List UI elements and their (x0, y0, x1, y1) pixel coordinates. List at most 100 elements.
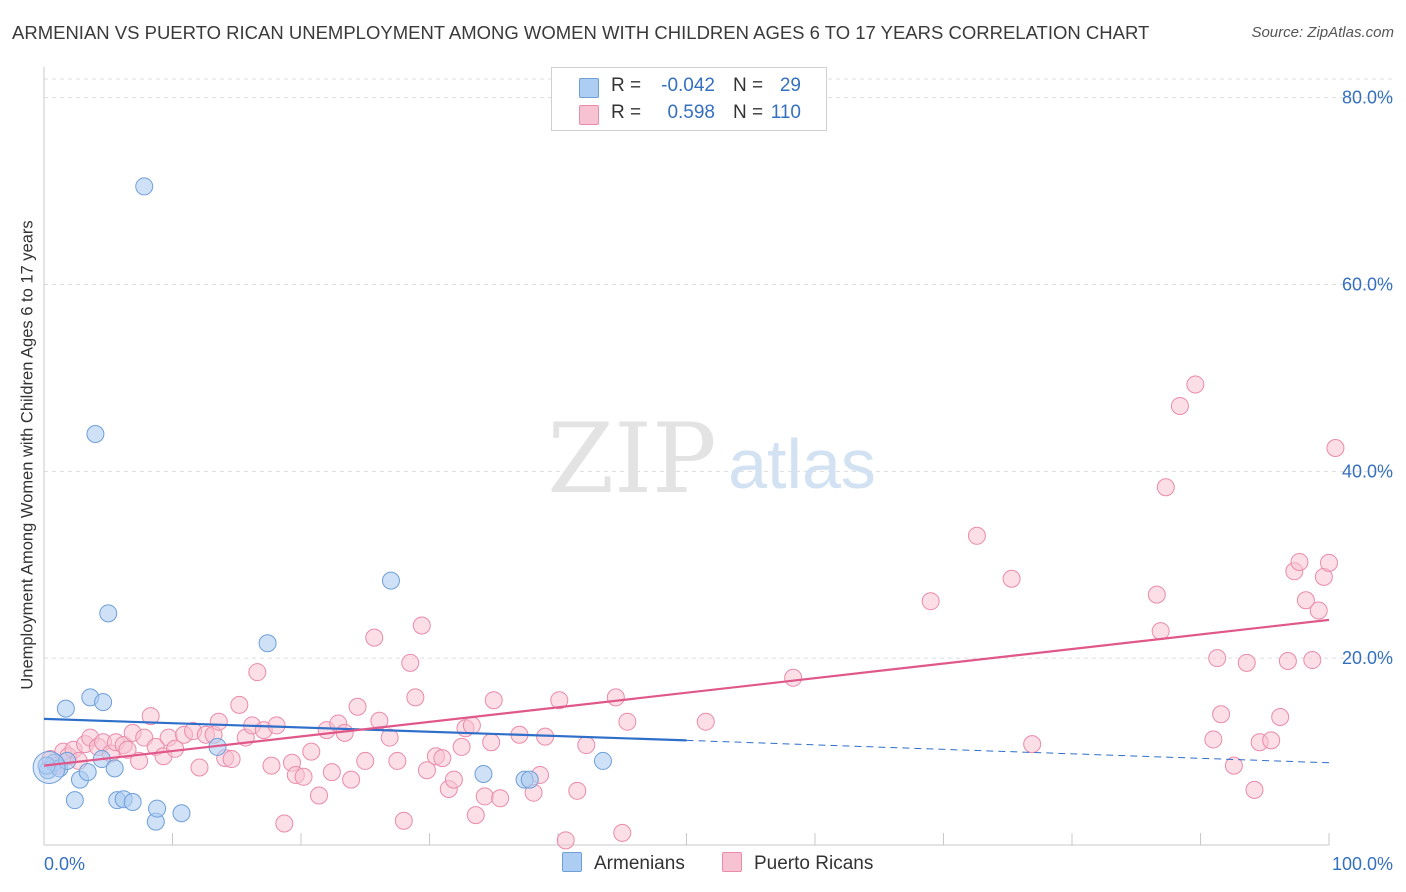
armenian-point (56, 699, 75, 718)
puerto-rican-point (613, 823, 632, 842)
puerto-rican-point (342, 770, 361, 789)
armenians-swatch (562, 852, 582, 872)
puerto-rican-point (190, 758, 209, 777)
x-tick-label: 100.0% (1332, 854, 1393, 874)
puerto-rican-point (209, 712, 228, 731)
armenian-point (520, 770, 539, 789)
armenian-point (105, 759, 124, 778)
puerto-rican-point (921, 592, 940, 611)
puerto-rican-point (1204, 730, 1223, 749)
correlation-legend: R = -0.042 N = 29 R = 0.598 N = 110 (551, 67, 827, 131)
puerto-rican-point (1237, 653, 1256, 672)
n-label: N = (733, 75, 764, 96)
r-label: R = (611, 102, 642, 123)
armenian-point (381, 571, 400, 590)
puerto-rican-point (406, 688, 425, 707)
armenians-swatch (579, 78, 599, 98)
puerto-rican-point (1326, 438, 1345, 457)
puerto-rican-point (294, 767, 313, 786)
puerto-rican-point (1303, 651, 1322, 670)
armenian-point (86, 424, 105, 443)
puerto-rican-point (248, 663, 267, 682)
armenian-point (258, 634, 277, 653)
grid (44, 78, 1392, 659)
armenian-cluster-point (32, 750, 66, 784)
puerto-rican-point (1320, 553, 1338, 572)
y-tick-label: 40.0% (1342, 461, 1393, 481)
puerto-rican-point (1208, 649, 1227, 668)
puerto-rican-point (618, 712, 637, 731)
puerto-rican-point (1147, 585, 1166, 604)
puerto-rican-point (1290, 552, 1309, 571)
armenian-point (172, 804, 191, 823)
puerto-rican-point (401, 653, 420, 672)
puerto-rican-point (1296, 591, 1315, 610)
axes (43, 67, 1330, 846)
puerto-rican-point (130, 751, 149, 770)
puerto-rican-point (444, 770, 463, 789)
puerto-rican-point (1224, 756, 1243, 775)
legend-row-armenians: R = -0.042 N = 29 (552, 74, 826, 100)
puerto-rican-point (417, 761, 436, 780)
armenian-point (99, 604, 118, 623)
armenian-point (135, 177, 154, 196)
armenian-point (123, 793, 142, 812)
puerto-rican-point (482, 733, 501, 752)
puerto-rican-point (322, 763, 341, 782)
puerto-rican-point (1212, 705, 1231, 724)
watermark-atlas: atlas (728, 425, 876, 503)
puerto-rican-point (491, 789, 510, 808)
legend-row-puerto-ricans: R = 0.598 N = 110 (552, 101, 826, 127)
legend-puerto-ricans[interactable]: Puerto Ricans (722, 852, 873, 875)
x-tick-label: 0.0% (44, 854, 85, 874)
y-tick-label: 20.0% (1342, 648, 1393, 668)
puerto-rican-point (577, 736, 596, 755)
y-tick-label: 60.0% (1342, 275, 1393, 295)
puerto-ricans-swatch (579, 105, 599, 125)
puerto-rican-point (230, 695, 249, 714)
puerto-rican-point (394, 811, 413, 830)
puerto-rican-point (1262, 731, 1281, 750)
puerto-rican-point (696, 712, 715, 731)
puerto-rican-point (356, 751, 375, 770)
y-tick-label: 80.0% (1342, 88, 1393, 108)
r-value: -0.042 (661, 75, 715, 96)
n-value: 110 (770, 102, 801, 123)
puerto-rican-point (452, 737, 471, 756)
puerto-rican-point (1156, 478, 1175, 497)
puerto-rican-point (1002, 569, 1021, 588)
puerto-rican-point (388, 751, 407, 770)
puerto-rican-point (365, 628, 384, 647)
puerto-rican-point (380, 728, 399, 747)
puerto-rican-point (222, 750, 241, 769)
watermark-zip: ZIP (547, 403, 716, 515)
armenian-point (94, 693, 113, 712)
puerto-rican-point (309, 786, 328, 805)
puerto-rican-point (1170, 396, 1189, 415)
puerto-rican-point (568, 781, 587, 800)
puerto-rican-point (1151, 622, 1170, 641)
puerto-rican-point (302, 742, 321, 761)
source-label: Source: ZipAtlas.com (1251, 24, 1394, 41)
puerto-rican-point (466, 806, 485, 825)
puerto-rican-point (1245, 780, 1264, 799)
puerto-rican-point (433, 749, 452, 768)
y-axis-label: Unemployment Among Women with Children A… (18, 220, 37, 690)
puerto-ricans-swatch (722, 852, 742, 872)
watermark: ZIP atlas (547, 403, 876, 515)
puerto-rican-point (967, 526, 986, 545)
puerto-rican-point (262, 756, 281, 775)
puerto-rican-point (475, 787, 494, 806)
legend-armenians[interactable]: Armenians (562, 852, 685, 875)
r-value: 0.598 (667, 102, 715, 123)
puerto-rican-point (348, 697, 367, 716)
r-label: R = (611, 75, 642, 96)
legend-armenians-label: Armenians (594, 853, 685, 874)
puerto-rican-point (606, 688, 625, 707)
puerto-rican-point (1278, 651, 1297, 670)
puerto-rican-point (550, 691, 569, 710)
armenian-point (474, 765, 493, 784)
chart-title: ARMENIAN VS PUERTO RICAN UNEMPLOYMENT AM… (12, 22, 1150, 43)
armenian-point (78, 763, 97, 782)
